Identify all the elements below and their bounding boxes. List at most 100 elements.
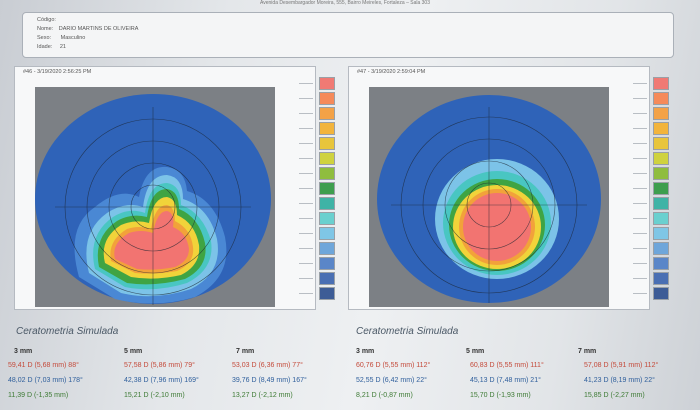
scale-swatch <box>319 182 335 195</box>
scale-tick <box>633 293 647 294</box>
scale-tick <box>633 143 647 144</box>
scale-swatch <box>319 137 335 150</box>
scale-swatch <box>653 257 669 270</box>
scale-swatch <box>653 137 669 150</box>
color-scale-left <box>299 77 339 321</box>
scale-tick <box>299 248 313 249</box>
patient-sex: Masculino <box>60 35 86 41</box>
scale-swatch <box>319 212 335 225</box>
code-label: Código: <box>37 17 56 23</box>
scale-tick <box>633 203 647 204</box>
right-cyl-7mm: 15,85 D (-2,27 mm) <box>584 392 645 399</box>
scale-tick <box>299 203 313 204</box>
name-label: Nome: <box>37 26 54 32</box>
scale-swatch <box>653 287 669 300</box>
left-steep-7mm: 53,03 D (6,36 mm) 77° <box>232 362 303 369</box>
scale-swatch <box>653 272 669 285</box>
scale-tick <box>299 158 313 159</box>
scale-swatch <box>653 197 669 210</box>
corneal-map-left <box>35 87 275 307</box>
patient-sex-row: Sexo: Masculino <box>37 35 85 41</box>
scale-swatch <box>319 152 335 165</box>
patient-name: DARIO MARTINS DE OLIVEIRA <box>58 26 139 32</box>
right-flat-3mm: 52,55 D (6,42 mm) 22° <box>356 377 427 384</box>
scale-swatch <box>653 77 669 90</box>
scale-tick <box>299 128 313 129</box>
col-5mm-right: 5 mm <box>466 348 485 355</box>
patient-info-box: Código: Nome: DARIO MARTINS DE OLIVEIRA … <box>22 12 674 58</box>
scale-tick <box>299 263 313 264</box>
scale-swatch <box>653 212 669 225</box>
right-cyl-5mm: 15,70 D (-1,93 mm) <box>470 392 531 399</box>
scale-swatch <box>319 167 335 180</box>
topography-panel-right: #47 - 3/19/2020 2:59:04 PM <box>348 66 669 310</box>
scale-tick <box>299 188 313 189</box>
scale-swatch <box>319 197 335 210</box>
col-3mm-left: 3 mm <box>14 348 33 355</box>
ceratometria-title-left: Ceratometria Simulada <box>16 326 119 337</box>
scale-tick <box>299 293 313 294</box>
right-flat-5mm: 45,13 D (7,48 mm) 21° <box>470 377 541 384</box>
left-cyl-5mm: 15,21 D (-2,10 mm) <box>124 392 185 399</box>
col-7mm-right: 7 mm <box>578 348 597 355</box>
scale-tick <box>633 83 647 84</box>
right-steep-7mm: 57,08 D (5,91 mm) 112° <box>584 362 659 369</box>
scale-tick <box>633 263 647 264</box>
right-flat-7mm: 41,23 D (8,19 mm) 22° <box>584 377 655 384</box>
scale-swatch <box>653 227 669 240</box>
exam-label-left: #46 - 3/19/2020 2:56:25 PM <box>23 69 92 75</box>
scale-swatch <box>653 167 669 180</box>
scale-tick <box>633 113 647 114</box>
left-steep-3mm: 59,41 D (5,68 mm) 88° <box>8 362 79 369</box>
map-zone-steep-right <box>463 193 531 261</box>
scale-tick <box>633 248 647 249</box>
scale-tick <box>299 233 313 234</box>
scale-swatch <box>319 287 335 300</box>
left-flat-3mm: 48,02 D (7,03 mm) 178° <box>8 377 83 384</box>
scale-swatch <box>653 242 669 255</box>
right-cyl-3mm: 8,21 D (-0,87 mm) <box>356 392 413 399</box>
scale-swatch <box>319 242 335 255</box>
ceratometria-title-right: Ceratometria Simulada <box>356 326 459 337</box>
scale-swatch <box>319 257 335 270</box>
scale-tick <box>299 113 313 114</box>
scale-tick <box>633 98 647 99</box>
col-5mm-left: 5 mm <box>124 348 143 355</box>
scale-swatch <box>653 152 669 165</box>
left-cyl-7mm: 13,27 D (-2,12 mm) <box>232 392 293 399</box>
col-3mm-right: 3 mm <box>356 348 375 355</box>
scale-swatch <box>319 272 335 285</box>
scale-tick <box>299 83 313 84</box>
col-7mm-left: 7 mm <box>236 348 255 355</box>
scale-swatch <box>319 92 335 105</box>
scale-swatch <box>319 107 335 120</box>
color-scale-right <box>633 77 673 321</box>
scale-tick <box>299 218 313 219</box>
topography-panel-left: #46 - 3/19/2020 2:56:25 PM <box>14 66 335 310</box>
scale-swatch <box>653 107 669 120</box>
scale-tick <box>633 278 647 279</box>
scale-swatch <box>653 182 669 195</box>
left-cyl-3mm: 11,39 D (-1,35 mm) <box>8 392 69 399</box>
scale-tick <box>633 188 647 189</box>
scale-tick <box>633 158 647 159</box>
patient-name-row: Nome: DARIO MARTINS DE OLIVEIRA <box>37 26 138 32</box>
scale-tick <box>633 233 647 234</box>
map-zone-steep-left <box>114 211 189 270</box>
clinic-address: Avenida Desembargador Moreira, 555, Bair… <box>260 0 430 6</box>
age-label: Idade: <box>37 44 53 50</box>
scale-swatch <box>319 77 335 90</box>
corneal-map-right <box>369 87 609 307</box>
scale-tick <box>299 278 313 279</box>
scale-tick <box>299 173 313 174</box>
scale-tick <box>299 143 313 144</box>
scale-swatch <box>319 122 335 135</box>
scale-tick <box>633 128 647 129</box>
scale-tick <box>633 173 647 174</box>
patient-age-row: Idade: 21 <box>37 44 66 50</box>
left-flat-7mm: 39,76 D (8,49 mm) 167° <box>232 377 307 384</box>
left-steep-5mm: 57,58 D (5,86 mm) 79° <box>124 362 195 369</box>
exam-label-right: #47 - 3/19/2020 2:59:04 PM <box>357 69 426 75</box>
scale-swatch <box>653 92 669 105</box>
